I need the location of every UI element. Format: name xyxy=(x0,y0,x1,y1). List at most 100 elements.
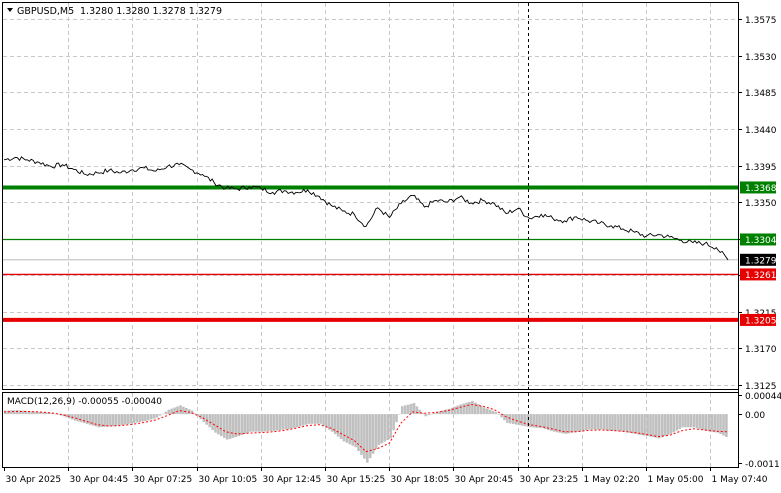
macd-histogram-bar xyxy=(316,414,319,424)
macd-histogram-bar xyxy=(339,414,343,439)
macd-histogram-bar xyxy=(252,414,255,432)
macd-histogram-bar xyxy=(65,414,68,418)
macd-histogram-bar xyxy=(27,411,30,415)
price-chart-area[interactable] xyxy=(2,2,739,390)
macd-histogram-bar xyxy=(690,414,693,428)
macd-histogram-bar xyxy=(468,401,471,415)
macd-histogram-bar xyxy=(669,414,673,434)
macd-histogram-bar xyxy=(97,414,100,428)
macd-histogram-bar xyxy=(360,414,363,455)
macd-histogram-bar xyxy=(269,414,273,432)
macd-histogram-bar xyxy=(377,414,381,445)
macd-histogram-bar xyxy=(126,414,130,424)
price-series xyxy=(3,156,729,261)
level-price-label: 1.3261 xyxy=(745,271,777,281)
macd-histogram-bar xyxy=(301,414,305,426)
macd-histogram-bar xyxy=(158,414,162,416)
macd-histogram-bar xyxy=(655,414,658,438)
macd-histogram-bar xyxy=(459,404,462,415)
macd-histogram-bar xyxy=(389,414,392,439)
macd-histogram-bar xyxy=(547,414,550,430)
macd-histogram-bar xyxy=(170,408,173,415)
current-price-label: 1.3279 xyxy=(745,256,777,266)
macd-histogram-bar xyxy=(342,414,346,442)
macd-histogram-bar xyxy=(433,413,436,415)
y-tick-label: 1.3395 xyxy=(745,163,777,173)
macd-histogram-bar xyxy=(649,414,652,437)
macd-histogram-bar xyxy=(100,414,103,428)
macd-histogram-bar xyxy=(260,414,264,432)
macd-histogram-bar xyxy=(409,403,413,415)
x-tick-label: 30 Apr 04:45 xyxy=(70,475,129,485)
macd-histogram-bar xyxy=(678,414,681,429)
macd-histogram-bar xyxy=(47,412,51,415)
macd-histogram-bar xyxy=(646,414,649,437)
macd-histogram-bar xyxy=(424,414,427,417)
macd-histogram-bar xyxy=(541,414,544,429)
price-line xyxy=(3,156,729,261)
x-tick-label: 30 Apr 10:05 xyxy=(199,475,258,485)
macd-histogram-bar xyxy=(129,414,133,424)
macd-histogram-bar xyxy=(506,414,509,423)
macd-histogram-bar xyxy=(293,414,296,428)
macd-histogram-bar xyxy=(485,408,489,415)
macd-histogram-bar xyxy=(275,414,279,431)
macd-histogram-bar xyxy=(529,414,533,428)
macd-signal-line xyxy=(3,403,729,453)
macd-histogram-bar xyxy=(549,414,553,431)
macd-histogram-bar xyxy=(395,414,398,423)
macd-histogram-bar xyxy=(722,414,725,436)
macd-histogram-bar xyxy=(544,414,547,430)
x-tick-label: 30 Apr 15:25 xyxy=(327,475,386,485)
macd-histogram-bar xyxy=(482,407,486,415)
macd-histogram-bar xyxy=(491,410,495,415)
macd-histogram-bar xyxy=(354,414,357,448)
macd-histogram-bar xyxy=(684,414,687,428)
ohlc-values: 1.3280 1.3280 1.3278 1.3279 xyxy=(80,6,222,17)
macd-histogram-bar xyxy=(453,406,457,415)
macd-histogram-bar xyxy=(701,414,705,430)
macd-histogram-bar xyxy=(6,410,10,415)
macd-histogram-bar xyxy=(123,414,127,425)
macd-histogram-bar xyxy=(421,413,425,415)
macd-histogram-bar xyxy=(56,414,60,415)
macd-histogram-bar xyxy=(392,414,395,431)
macd-histogram-bar xyxy=(351,414,354,446)
macd-histogram-bar xyxy=(374,414,378,450)
macd-histogram-bar xyxy=(605,414,608,431)
y-tick-label: 1.3170 xyxy=(745,345,777,355)
x-tick-label: 30 Apr 18:05 xyxy=(391,475,450,485)
triangle-down-icon[interactable] xyxy=(7,8,13,12)
macd-histogram-bar xyxy=(687,414,690,428)
macd-histogram-bar xyxy=(608,414,611,431)
symbol-label: GBPUSD,M5 xyxy=(17,6,74,17)
level-price-label: 1.3368 xyxy=(745,184,777,194)
macd-histogram-bar xyxy=(681,414,684,428)
x-tick-label: 30 Apr 07:25 xyxy=(134,475,193,485)
level-price-label: 1.3304 xyxy=(745,236,777,246)
macd-histogram-bar xyxy=(707,414,711,432)
macd-histogram-bar xyxy=(325,414,328,428)
macd-histogram-bar xyxy=(625,414,629,433)
macd-histogram-bar xyxy=(281,414,284,430)
macd-histogram-bar xyxy=(585,414,588,431)
macd-histogram-bar xyxy=(404,405,407,415)
macd-histogram-bar xyxy=(436,411,439,415)
macd-histogram-bar xyxy=(474,402,477,415)
macd-histogram-bar xyxy=(462,403,465,415)
macd-histogram-bar xyxy=(620,414,623,432)
macd-histogram-bar xyxy=(223,414,226,438)
macd-histogram-bar xyxy=(517,414,521,426)
macd-histogram-bar xyxy=(713,414,716,433)
macd-histogram-bar xyxy=(44,412,48,415)
macd-histogram-bar xyxy=(444,409,448,415)
macd-histogram-bar xyxy=(695,414,699,429)
macd-histogram-bar xyxy=(412,403,416,415)
macd-histogram-bar xyxy=(328,414,331,430)
macd-histogram-bar xyxy=(42,412,45,415)
macd-histogram-bar xyxy=(415,406,419,415)
macd-histogram-bar xyxy=(106,414,109,427)
macd-histogram-bar xyxy=(698,414,702,430)
macd-histogram-bar xyxy=(220,414,223,437)
